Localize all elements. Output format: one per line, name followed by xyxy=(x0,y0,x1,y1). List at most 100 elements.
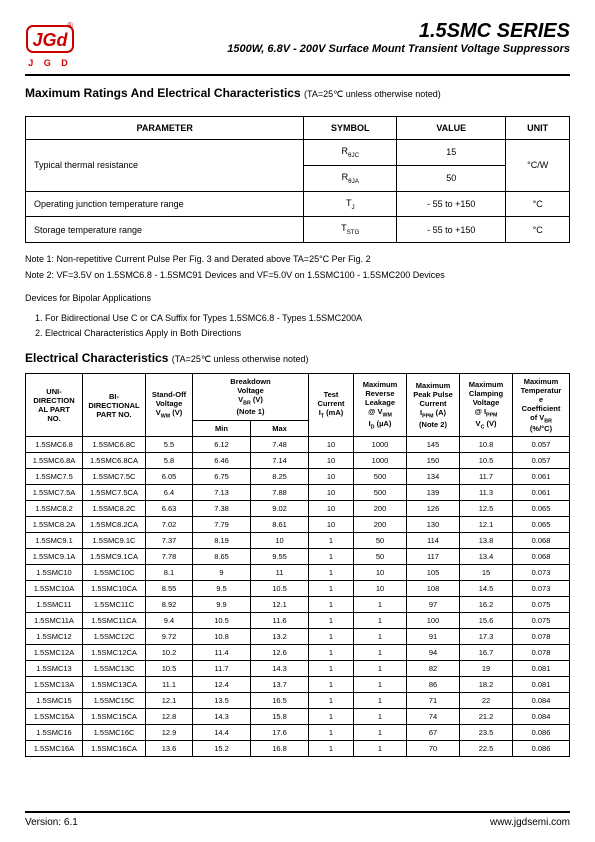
note-2: Note 2: VF=3.5V on 1.5SMC6.8 - 1.5SMC91 … xyxy=(25,269,570,283)
ec-cell: 1.5SMC15C xyxy=(83,693,146,709)
ec-cell: 1.5SMC15A xyxy=(26,709,83,725)
ec-cell: 6.05 xyxy=(146,469,193,485)
ec-cell: 500 xyxy=(354,469,407,485)
ec-cell: 1 xyxy=(354,645,407,661)
ec-h-max: Max xyxy=(251,420,309,437)
table-row: 1.5SMC6.8A1.5SMC6.8CA5.86.467.1410100015… xyxy=(26,453,570,469)
ec-cell: 9.5 xyxy=(193,581,251,597)
ec-cell: 13.2 xyxy=(251,629,309,645)
ec-cell: 7.14 xyxy=(251,453,309,469)
ec-cell: 1.5SMC16C xyxy=(83,725,146,741)
ec-cell: 11 xyxy=(251,565,309,581)
table-row: 1.5SMC11A1.5SMC11CA9.410.511.61110015.60… xyxy=(26,613,570,629)
table-row: 1.5SMC161.5SMC16C12.914.417.6116723.50.0… xyxy=(26,725,570,741)
ec-cell: 12.5 xyxy=(460,501,513,517)
ec-cell: 10 xyxy=(309,501,354,517)
ec-cell: 1 xyxy=(309,549,354,565)
header: JGd ® J G D 1.5SMC SERIES 1500W, 6.8V - … xyxy=(25,20,570,76)
table-row: 1.5SMC7.51.5SMC7.5C6.056.758.25105001341… xyxy=(26,469,570,485)
ec-cell: 11.7 xyxy=(460,469,513,485)
ec-cell: 86 xyxy=(407,677,460,693)
ec-h-vc: MaximumClampingVoltage@ IPPMVC (V) xyxy=(460,373,513,437)
ec-cell: 1.5SMC6.8A xyxy=(26,453,83,469)
table-row: 1.5SMC15A1.5SMC15CA12.814.315.8117421.20… xyxy=(26,709,570,725)
ratings-header-unit: UNIT xyxy=(506,117,570,140)
ec-cell: 1.5SMC10A xyxy=(26,581,83,597)
ec-cell: 1.5SMC12CA xyxy=(83,645,146,661)
ec-cell: 1.5SMC15 xyxy=(26,693,83,709)
ec-cell: 1.5SMC6.8CA xyxy=(83,453,146,469)
ec-cell: 1.5SMC15CA xyxy=(83,709,146,725)
table-row: 1.5SMC8.2A1.5SMC8.2CA7.027.798.611020013… xyxy=(26,517,570,533)
ec-cell: 8.92 xyxy=(146,597,193,613)
ec-cell: 10.8 xyxy=(193,629,251,645)
ec-cell: 105 xyxy=(407,565,460,581)
ec-cell: 17.3 xyxy=(460,629,513,645)
section2-cond: (TA=25℃ unless otherwise noted) xyxy=(172,354,309,364)
ec-cell: 500 xyxy=(354,485,407,501)
ec-cell: 12.1 xyxy=(146,693,193,709)
ec-cell: 18.2 xyxy=(460,677,513,693)
ec-cell: 1.5SMC7.5C xyxy=(83,469,146,485)
section2-title-text: Electrical Characteristics xyxy=(25,351,168,365)
ec-cell: 1 xyxy=(354,629,407,645)
ec-cell: 12.1 xyxy=(251,597,309,613)
table-row: 1.5SMC8.21.5SMC8.2C6.637.389.02102001261… xyxy=(26,501,570,517)
ec-cell: 0.073 xyxy=(513,581,570,597)
ec-cell: 1.5SMC11CA xyxy=(83,613,146,629)
ec-cell: 10 xyxy=(354,581,407,597)
ec-cell: 0.081 xyxy=(513,677,570,693)
ec-cell: 71 xyxy=(407,693,460,709)
ec-cell: 1 xyxy=(354,709,407,725)
ec-cell: 22 xyxy=(460,693,513,709)
table-row: 1.5SMC121.5SMC12C9.7210.813.2119117.30.0… xyxy=(26,629,570,645)
ec-cell: 94 xyxy=(407,645,460,661)
jgd-logo-icon: JGd ® xyxy=(25,20,75,56)
ec-cell: 145 xyxy=(407,437,460,453)
ec-cell: 6.75 xyxy=(193,469,251,485)
ec-cell: 16.7 xyxy=(460,645,513,661)
ratings-header-param: PARAMETER xyxy=(26,117,304,140)
ec-cell: 12.6 xyxy=(251,645,309,661)
ec-cell: 11.6 xyxy=(251,613,309,629)
ec-cell: 1 xyxy=(309,597,354,613)
ec-cell: 0.075 xyxy=(513,613,570,629)
ec-cell: 12.1 xyxy=(460,517,513,533)
title-block: 1.5SMC SERIES 1500W, 6.8V - 200V Surface… xyxy=(227,20,570,55)
ec-cell: 15 xyxy=(460,565,513,581)
ec-cell: 1.5SMC12 xyxy=(26,629,83,645)
ec-cell: 10.8 xyxy=(460,437,513,453)
ec-cell: 200 xyxy=(354,501,407,517)
ec-cell: 1 xyxy=(309,565,354,581)
ec-cell: 10 xyxy=(309,437,354,453)
ratings-cell: °C xyxy=(506,217,570,243)
ratings-cell: RθJC xyxy=(304,140,397,166)
ec-cell: 14.4 xyxy=(193,725,251,741)
table-row: 1.5SMC131.5SMC13C10.511.714.31182190.081 xyxy=(26,661,570,677)
ec-cell: 6.4 xyxy=(146,485,193,501)
ec-cell: 1.5SMC16A xyxy=(26,741,83,757)
ec-cell: 1.5SMC6.8C xyxy=(83,437,146,453)
ec-cell: 10.5 xyxy=(460,453,513,469)
note-1: Note 1: Non-repetitive Current Pulse Per… xyxy=(25,253,570,267)
ec-cell: 10 xyxy=(354,565,407,581)
ec-cell: 1 xyxy=(309,581,354,597)
ec-cell: 1 xyxy=(354,597,407,613)
ec-cell: 1 xyxy=(354,677,407,693)
ec-cell: 7.38 xyxy=(193,501,251,517)
ec-cell: 6.63 xyxy=(146,501,193,517)
ec-cell: 0.061 xyxy=(513,485,570,501)
ec-cell: 0.084 xyxy=(513,693,570,709)
ec-cell: 117 xyxy=(407,549,460,565)
subtitle: 1500W, 6.8V - 200V Surface Mount Transie… xyxy=(227,43,570,55)
ec-h-vwm: Stand-OffVoltageVWM (V) xyxy=(146,373,193,437)
ec-cell: 1 xyxy=(309,709,354,725)
ratings-cell: - 55 to +150 xyxy=(397,191,506,217)
ec-cell: 14.3 xyxy=(193,709,251,725)
footer: Version: 6.1 www.jgdsemi.com xyxy=(25,811,570,828)
ec-cell: 12.8 xyxy=(146,709,193,725)
ratings-cell: Storage temperature range xyxy=(26,217,304,243)
ec-cell: 1.5SMC8.2 xyxy=(26,501,83,517)
ec-h-ippm: MaximumPeak PulseCurrentIPPM (A)(Note 2) xyxy=(407,373,460,437)
ec-cell: 1.5SMC12A xyxy=(26,645,83,661)
